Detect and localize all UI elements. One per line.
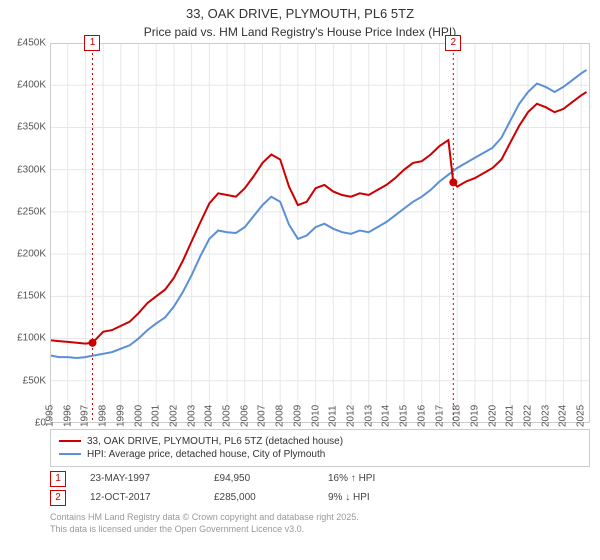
x-tick-label: 2009	[292, 405, 303, 427]
chart-marker-2: 2	[445, 35, 461, 51]
x-tick-label: 1995	[45, 405, 56, 427]
x-tick-label: 2005	[222, 405, 233, 427]
row-change: 9% ↓ HPI	[328, 492, 370, 503]
x-tick-label: 2015	[399, 405, 410, 427]
legend-item-red: 33, OAK DRIVE, PLYMOUTH, PL6 5TZ (detach…	[59, 436, 581, 447]
legend-item-blue: HPI: Average price, detached house, City…	[59, 449, 581, 460]
row-price: £94,950	[214, 473, 304, 484]
x-tick-label: 2022	[523, 405, 534, 427]
legend-label-red: 33, OAK DRIVE, PLYMOUTH, PL6 5TZ (detach…	[87, 436, 343, 447]
y-tick-label: £450K	[17, 37, 46, 48]
x-tick-label: 2008	[275, 405, 286, 427]
transaction-rows: 1 23-MAY-1997 £94,950 16% ↑ HPI 2 12-OCT-2017…	[50, 471, 590, 506]
y-tick-label: £350K	[17, 122, 46, 133]
x-tick-label: 2004	[204, 405, 215, 427]
x-tick-label: 2006	[239, 405, 250, 427]
x-tick-label: 2019	[469, 405, 480, 427]
row-date: 23-MAY-1997	[90, 473, 190, 484]
x-tick-label: 2020	[487, 405, 498, 427]
x-tick-label: 1996	[62, 405, 73, 427]
legend-swatch-blue	[59, 453, 81, 455]
x-tick-label: 2003	[186, 405, 197, 427]
x-tick-label: 2010	[310, 405, 321, 427]
y-tick-label: £100K	[17, 333, 46, 344]
x-tick-label: 2001	[151, 405, 162, 427]
chart-marker-1: 1	[84, 35, 100, 51]
x-tick-label: 2021	[505, 405, 516, 427]
x-tick-label: 2023	[540, 405, 551, 427]
x-tick-label: 2025	[576, 405, 587, 427]
x-tick-label: 2018	[452, 405, 463, 427]
y-tick-label: £300K	[17, 164, 46, 175]
x-tick-label: 2011	[328, 405, 339, 427]
transaction-row: 1 23-MAY-1997 £94,950 16% ↑ HPI	[50, 471, 590, 487]
x-tick-label: 2013	[363, 405, 374, 427]
legend: 33, OAK DRIVE, PLYMOUTH, PL6 5TZ (detach…	[50, 429, 590, 467]
x-tick-label: 1997	[80, 405, 91, 427]
x-tick-label: 2024	[558, 405, 569, 427]
legend-label-blue: HPI: Average price, detached house, City…	[87, 449, 325, 460]
row-marker-icon: 2	[50, 490, 66, 506]
row-change: 16% ↑ HPI	[328, 473, 375, 484]
x-tick-label: 2007	[257, 405, 268, 427]
row-price: £285,000	[214, 492, 304, 503]
x-tick-label: 1999	[115, 405, 126, 427]
row-date: 12-OCT-2017	[90, 492, 190, 503]
footer-line1: Contains HM Land Registry data © Crown c…	[50, 512, 590, 524]
x-tick-label: 1998	[98, 405, 109, 427]
chart-title-line1: 33, OAK DRIVE, PLYMOUTH, PL6 5TZ	[0, 0, 600, 25]
footer-attribution: Contains HM Land Registry data © Crown c…	[50, 512, 590, 535]
x-tick-label: 2002	[168, 405, 179, 427]
footer-line2: This data is licensed under the Open Gov…	[50, 524, 590, 536]
y-tick-label: £200K	[17, 249, 46, 260]
y-tick-label: £150K	[17, 291, 46, 302]
transaction-row: 2 12-OCT-2017 £285,000 9% ↓ HPI	[50, 490, 590, 506]
y-tick-label: £50K	[23, 375, 46, 386]
x-tick-label: 2014	[381, 405, 392, 427]
legend-swatch-red	[59, 440, 81, 442]
y-tick-label: £250K	[17, 206, 46, 217]
x-tick-label: 2016	[416, 405, 427, 427]
price-chart: £0£50K£100K£150K£200K£250K£300K£350K£400…	[50, 43, 590, 423]
x-tick-label: 2012	[345, 405, 356, 427]
x-tick-label: 2000	[133, 405, 144, 427]
y-tick-label: £400K	[17, 80, 46, 91]
row-marker-icon: 1	[50, 471, 66, 487]
x-tick-label: 2017	[434, 405, 445, 427]
